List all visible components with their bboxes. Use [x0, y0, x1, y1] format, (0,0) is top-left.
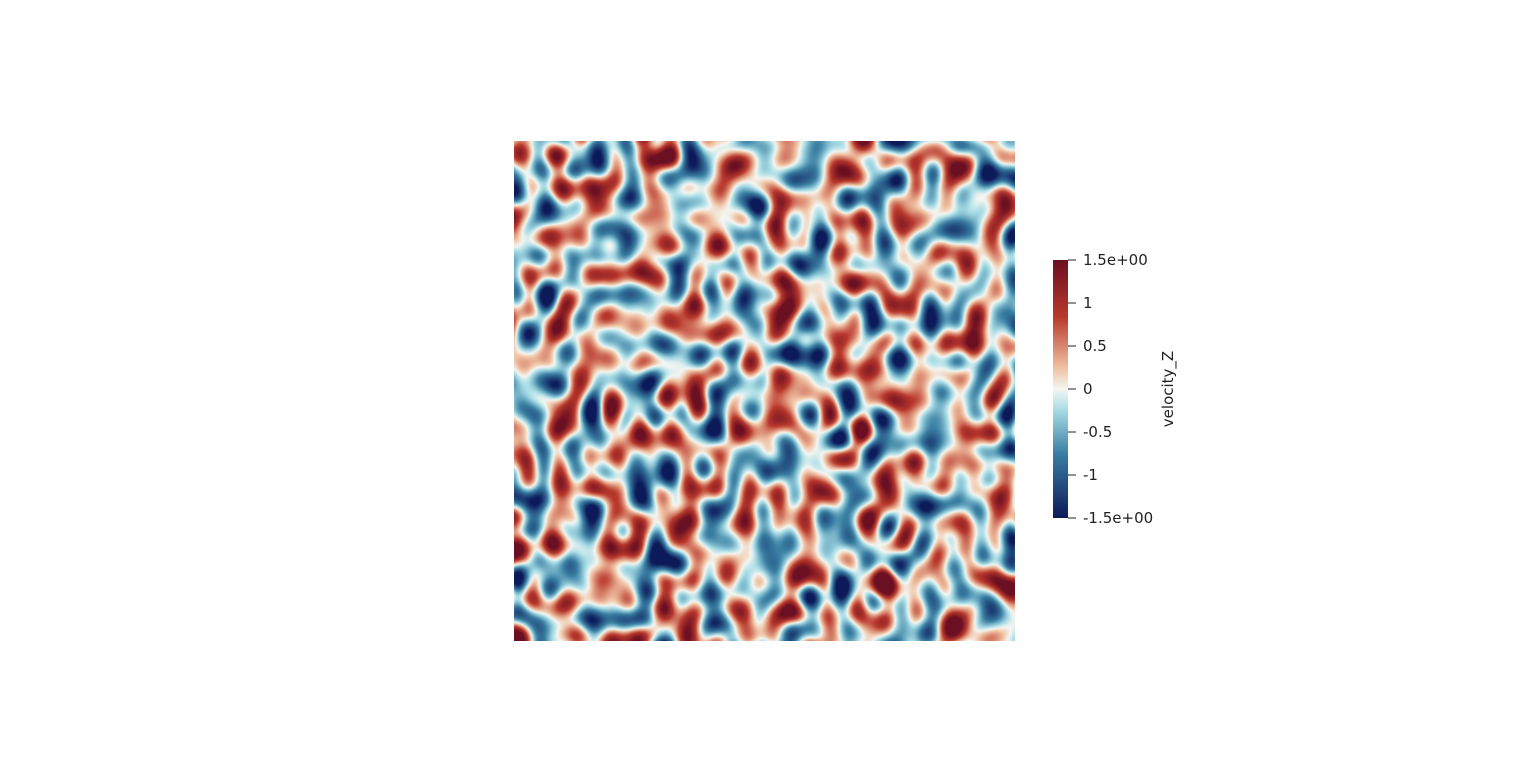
colorbar-tick-label: 1.5e+00	[1083, 251, 1148, 269]
colorbar-tick-label: -1	[1083, 466, 1098, 484]
colorbar-title: velocity_Z	[1159, 351, 1178, 427]
colorbar-gradient	[1053, 260, 1068, 518]
colorbar: 1.5e+00 1 0.5 0 -0.5 -1 -1.5e+00 velocity_Z	[1053, 251, 1178, 527]
colorbar-tick-label: 0	[1083, 380, 1093, 398]
colorbar-tick-label: -1.5e+00	[1083, 509, 1153, 527]
velocity-field-heatmap[interactable]	[514, 141, 1015, 641]
colorbar-tick-label: -0.5	[1083, 423, 1112, 441]
colorbar-tick-label: 0.5	[1083, 337, 1107, 355]
colorbar-ticks: 1.5e+00 1 0.5 0 -0.5 -1 -1.5e+00	[1068, 251, 1153, 527]
colorbar-tick-label: 1	[1083, 294, 1093, 312]
